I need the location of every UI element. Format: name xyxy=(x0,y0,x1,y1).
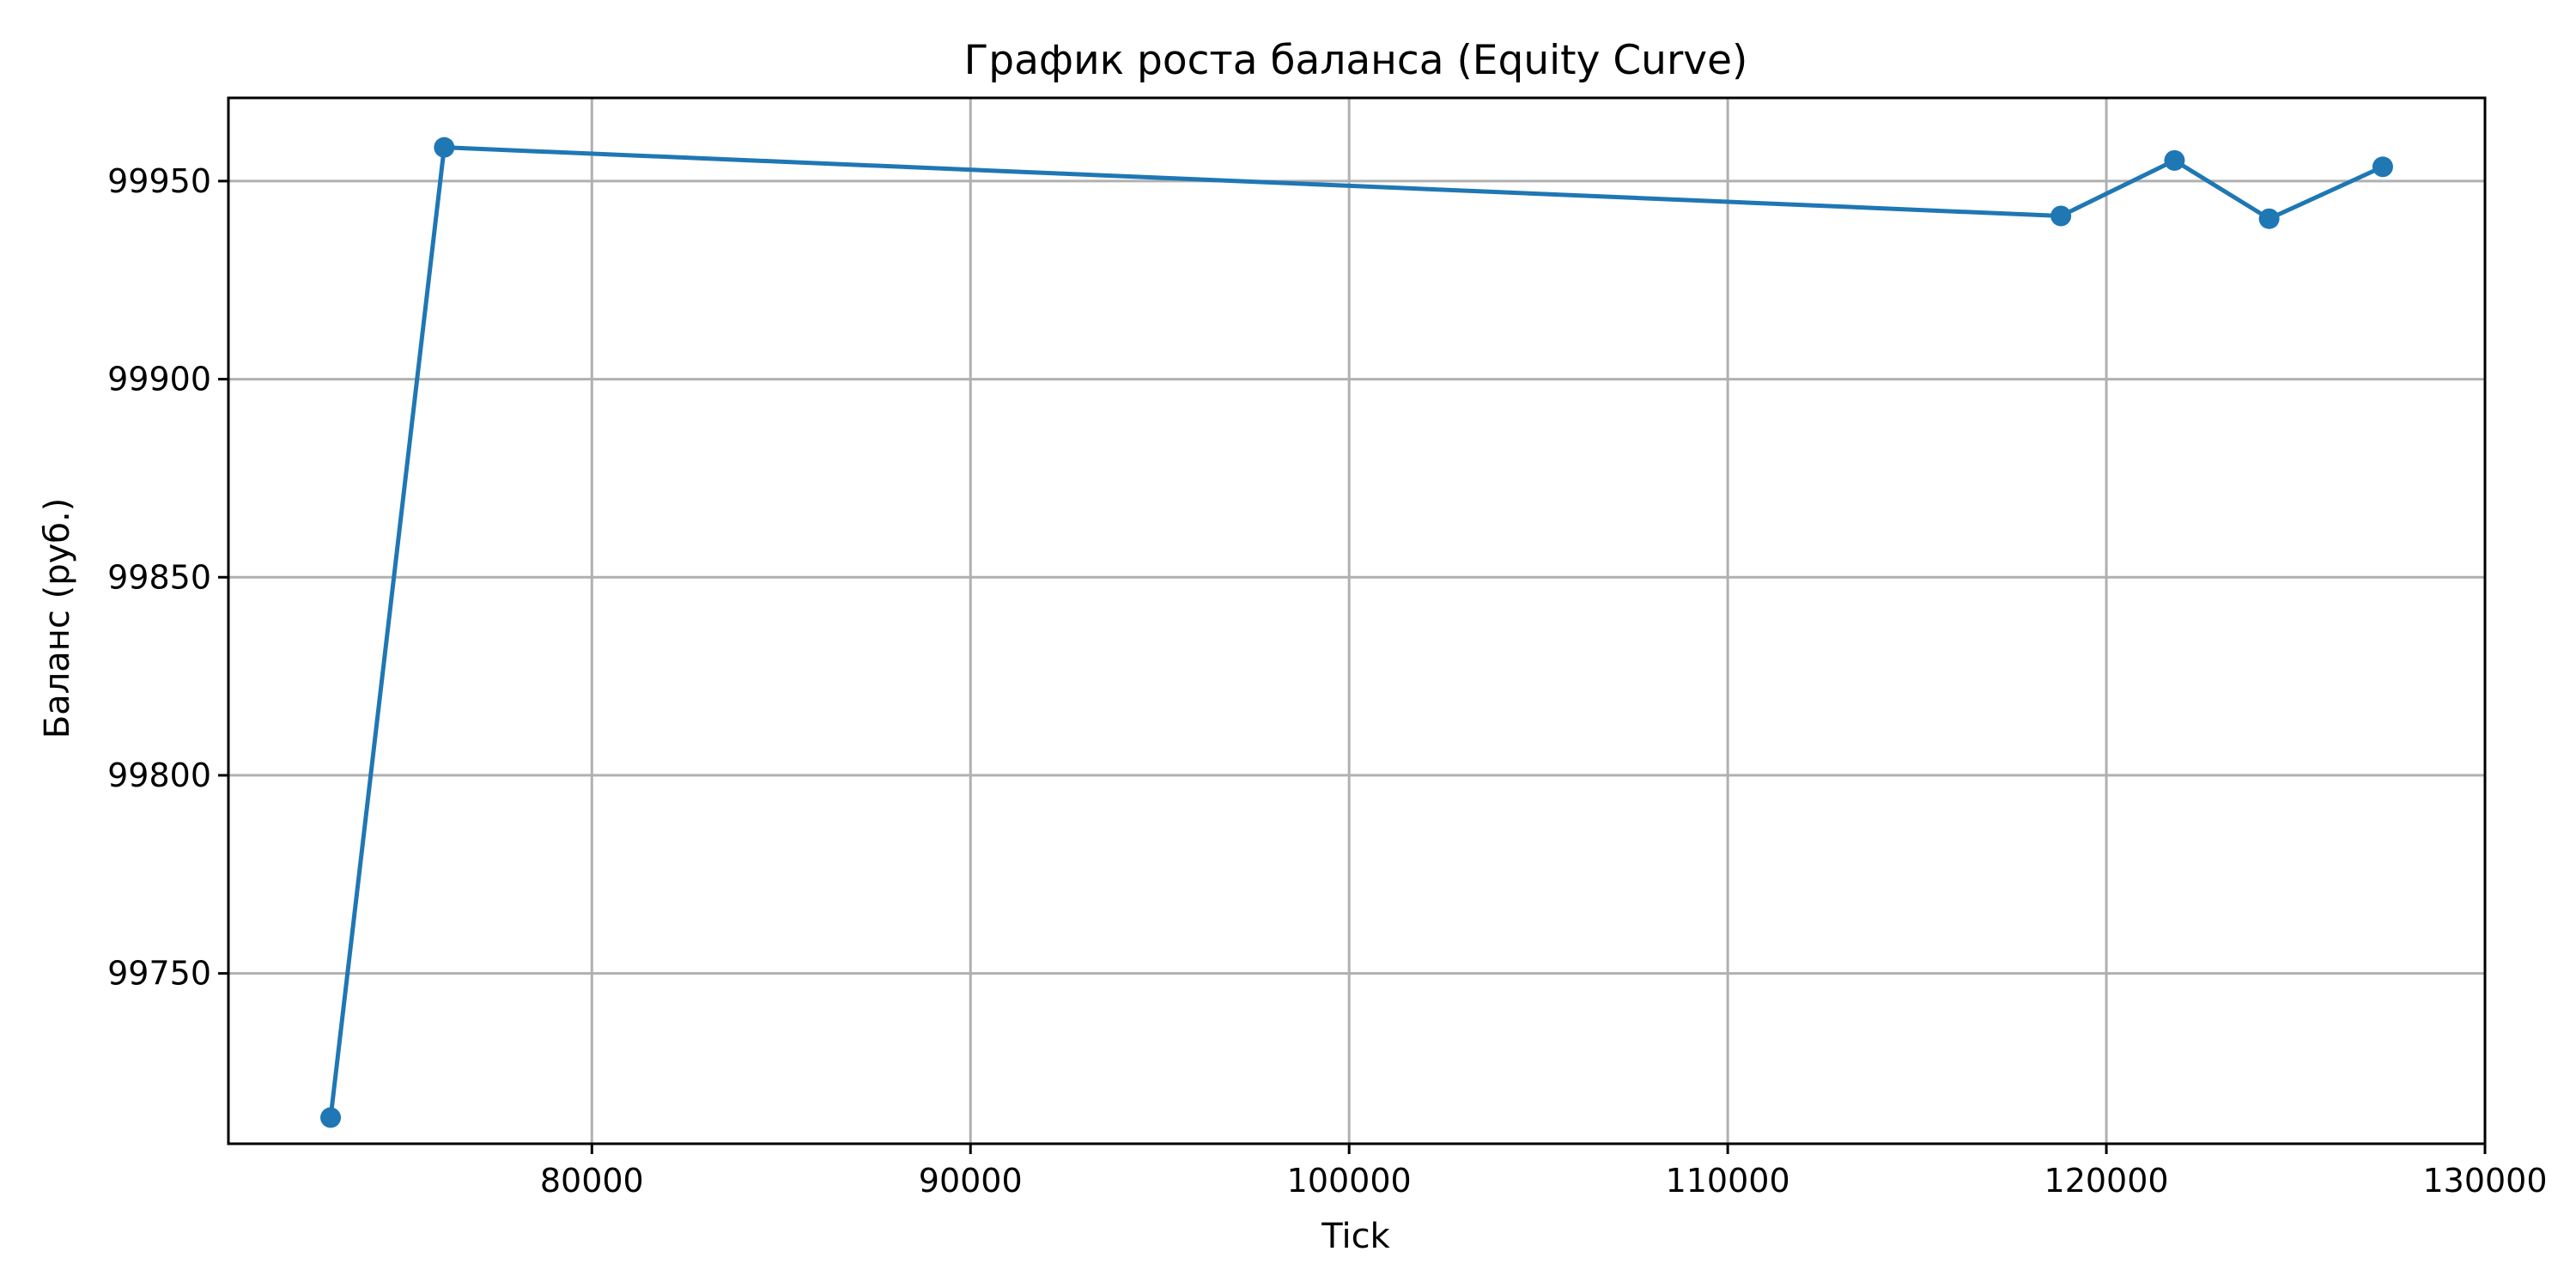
data-series xyxy=(320,137,2393,1128)
x-tick-label: 80000 xyxy=(540,1162,644,1200)
y-tick-label: 99750 xyxy=(107,955,211,993)
data-point xyxy=(2164,149,2185,171)
data-point xyxy=(2050,205,2072,227)
y-tick-label: 99950 xyxy=(107,162,211,200)
grid-lines xyxy=(228,98,2487,1144)
data-point xyxy=(434,137,455,158)
data-point xyxy=(2372,156,2393,178)
y-axis-label: Баланс (руб.) xyxy=(38,498,77,739)
x-tick-label: 110000 xyxy=(1666,1162,1790,1200)
x-tick-label: 120000 xyxy=(2044,1162,2169,1200)
y-tick-label: 99900 xyxy=(107,361,211,398)
x-tick-label: 90000 xyxy=(919,1162,1023,1200)
axes: 80000 90000 100000 110000 120000 130000 99750 9… xyxy=(107,162,2547,1200)
chart-title: График роста баланса (Equity Curve) xyxy=(964,37,1748,84)
x-axis-label: Tick xyxy=(1321,1217,1390,1256)
y-tick-label: 99850 xyxy=(107,558,211,596)
plot-frame xyxy=(227,96,2487,1145)
x-tick-label: 100000 xyxy=(1287,1162,1412,1200)
series-line xyxy=(328,145,2384,1118)
data-point xyxy=(320,1107,342,1128)
data-point xyxy=(2258,208,2280,229)
y-tick-label: 99800 xyxy=(107,756,211,794)
x-tick-label: 130000 xyxy=(2422,1162,2547,1200)
